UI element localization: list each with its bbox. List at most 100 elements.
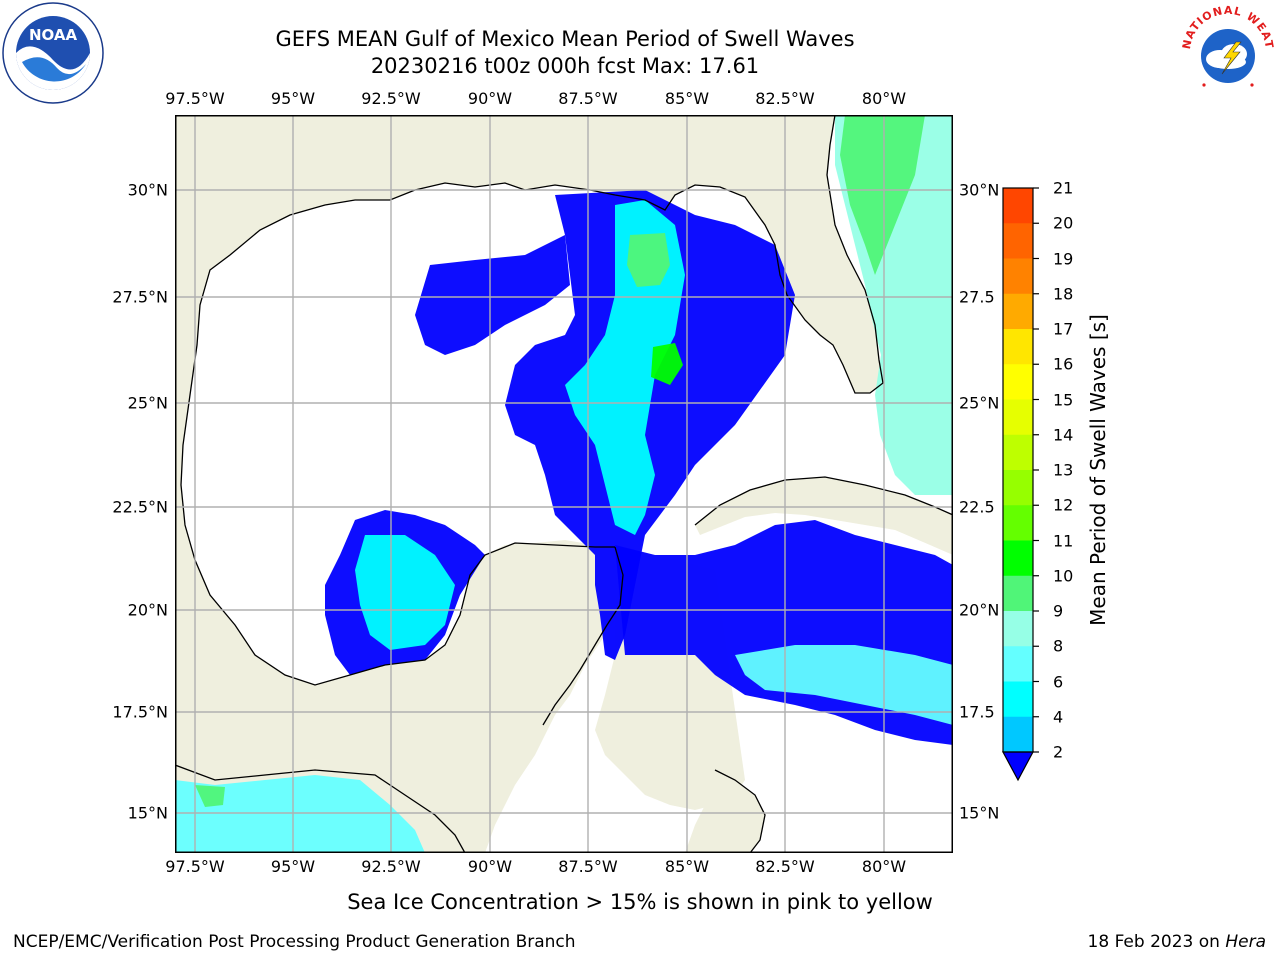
land-honduras-coast	[685, 770, 765, 853]
colorbar-tick-label: 16	[1053, 354, 1074, 374]
colorbar-tick-label: 14	[1053, 425, 1074, 445]
lat-label-right: 22.5	[959, 497, 995, 517]
lat-label-right: 25°N	[959, 393, 1000, 413]
colorbar-tick-label: 15	[1053, 390, 1074, 409]
colorbar-swatch	[1003, 646, 1033, 682]
swell-area-cyan-caribbean	[735, 645, 953, 725]
lat-label-right: 17.5	[959, 702, 995, 722]
lon-label-bottom: 80°W	[861, 857, 907, 876]
map-border	[175, 115, 953, 853]
nws-logo: NATIONAL WEATHER SERVICE	[1178, 2, 1276, 100]
lon-label-top: 82.5°W	[755, 89, 815, 108]
colorbar-swatch	[1003, 364, 1033, 400]
lat-label-left: 27.5°N	[112, 287, 168, 307]
colorbar-tick-label: 10	[1053, 566, 1074, 586]
chart-subtitle: 20230216 t00z 000h fcst Max: 17.61	[370, 54, 760, 78]
lat-label-left: 20°N	[127, 600, 168, 620]
lon-label-bottom: 87.5°W	[558, 857, 618, 876]
map	[175, 115, 953, 853]
colorbar-swatch	[1003, 681, 1033, 718]
colorbar-swatch	[1003, 399, 1033, 436]
colorbar-ticks	[1033, 187, 1039, 753]
lat-label-right: 15°N	[959, 803, 1000, 823]
colorbar-swatch	[1003, 716, 1033, 753]
colorbar-extend-arrow	[1001, 751, 1035, 782]
swell-area-green-1	[627, 233, 670, 287]
colorbar-title: Mean Period of Swell Waves [s]	[1086, 314, 1110, 626]
colorbar-tick-label: 20	[1053, 213, 1074, 233]
lat-label-left: 30°N	[127, 180, 168, 200]
swell-area-green-2	[651, 343, 683, 385]
lon-label-bottom: 97.5°W	[165, 857, 225, 876]
land-cuba	[695, 477, 953, 555]
swell-area-cyan-campeche-2	[355, 535, 455, 650]
colorbar-swatch	[1003, 258, 1033, 295]
lat-label-left: 25°N	[127, 393, 168, 413]
lon-label-top: 90°W	[467, 89, 513, 108]
lon-label-bottom: 95°W	[270, 857, 316, 876]
graticule	[175, 115, 953, 853]
land-yucatan	[450, 543, 623, 760]
swell-area-atlantic-green	[840, 115, 925, 275]
colorbar-swatch	[1003, 575, 1033, 612]
coastline-central-america	[175, 764, 466, 853]
lon-label-top: 95°W	[270, 89, 316, 108]
lon-label-top: 85°W	[664, 89, 710, 108]
coastline-us-gulf	[180, 115, 884, 686]
lon-label-top: 87.5°W	[558, 89, 618, 108]
colorbar-tick-label: 21	[1053, 178, 1074, 198]
colorbar-tick-label: 2	[1053, 742, 1064, 762]
colorbar-swatch	[1003, 611, 1033, 647]
colorbar-tick-label: 6	[1053, 672, 1064, 691]
colorbar-swatches	[1003, 188, 1033, 753]
colorbar-tick-label: 13	[1053, 460, 1074, 480]
colorbar-swatch	[1003, 505, 1033, 541]
footer-date: 18 Feb 2023 on Hera	[1088, 932, 1266, 952]
colorbar-tick-label: 19	[1053, 249, 1074, 268]
colorbar-swatch	[1003, 540, 1033, 577]
chart-title: GEFS MEAN Gulf of Mexico Mean Period of …	[275, 27, 855, 51]
lat-label-right: 30°N	[959, 180, 1000, 200]
footer-date-text: 18 Feb 2023 on	[1087, 932, 1226, 952]
footer-credit: NCEP/EMC/Verification Post Processing Pr…	[13, 932, 576, 952]
colorbar-swatch	[1003, 223, 1033, 259]
lat-label-left: 17.5°N	[112, 702, 168, 722]
swell-area-pacific	[175, 775, 425, 853]
colorbar-tick-label: 4	[1053, 707, 1064, 727]
colorbar-swatch	[1003, 470, 1033, 506]
colorbar-tick-label: 9	[1053, 601, 1064, 621]
colorbar-tick-label: 17	[1053, 319, 1074, 339]
colorbar-swatch	[1003, 434, 1033, 471]
sea-ice-note: Sea Ice Concentration > 15% is shown in …	[347, 890, 933, 914]
coastlines	[175, 115, 953, 853]
coastline-honduras	[714, 769, 766, 853]
noaa-logo-text: NOAA	[29, 26, 78, 44]
colorbar-swatch	[1003, 188, 1033, 224]
swell-field	[175, 115, 953, 853]
lat-label-right: 27.5	[959, 287, 995, 307]
colorbar-tick-label: 11	[1053, 531, 1074, 550]
colorbar-swatch	[1003, 293, 1033, 330]
lat-label-left: 22.5°N	[112, 497, 168, 517]
footer-host: Hera	[1225, 932, 1266, 952]
swell-area-yucatan-channel	[505, 190, 795, 660]
lat-label-left: 15°N	[127, 803, 168, 823]
noaa-logo: NOAA	[2, 2, 104, 104]
coastline-cuba	[694, 476, 953, 526]
lon-label-bottom: 82.5°W	[755, 857, 815, 876]
lon-label-top: 92.5°W	[361, 89, 421, 108]
lon-label-top: 97.5°W	[165, 89, 225, 108]
lon-label-top: 80°W	[861, 89, 907, 108]
colorbar-tick-label: 12	[1053, 495, 1074, 515]
colorbar-tick-label: 8	[1053, 636, 1064, 656]
colorbar-tick-label: 18	[1053, 284, 1074, 304]
colorbar	[1001, 187, 1039, 782]
coastline-yucatan-east	[542, 546, 624, 726]
lon-label-bottom: 90°W	[467, 857, 513, 876]
swell-area-pacific-green	[195, 785, 225, 807]
swell-area-north	[415, 235, 570, 355]
colorbar-swatch	[1003, 329, 1033, 365]
lat-label-right: 20°N	[959, 600, 1000, 620]
lon-label-bottom: 85°W	[664, 857, 710, 876]
lon-label-bottom: 92.5°W	[361, 857, 421, 876]
